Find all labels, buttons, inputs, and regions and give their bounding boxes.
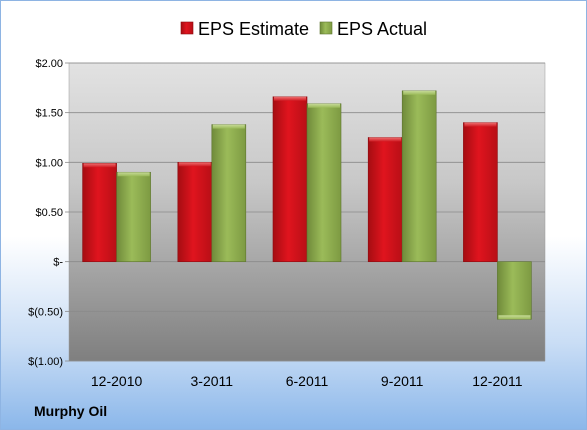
company-name: Murphy Oil: [34, 403, 108, 419]
bar-bevel: [178, 162, 211, 167]
legend-label: EPS Estimate: [198, 19, 309, 39]
y-tick-label: $0.50: [35, 207, 63, 219]
x-tick-label: 9-2011: [381, 373, 424, 389]
bar-bevel: [308, 103, 340, 108]
y-tick-label: $1.00: [35, 157, 63, 169]
bar-bevel: [464, 122, 497, 127]
bar-estimate: [272, 96, 308, 262]
bar-estimate: [367, 137, 403, 262]
y-tick-label: $1.50: [35, 108, 63, 120]
bar-bevel: [117, 172, 150, 177]
y-tick-label: $(0.50): [28, 306, 63, 318]
bar-bevel: [403, 90, 436, 95]
legend-swatch-estimate: [180, 21, 194, 35]
legend-label: EPS Actual: [337, 19, 427, 39]
x-tick-label: 12-2010: [91, 373, 143, 389]
bar-bevel: [369, 137, 402, 142]
bar-actual: [401, 90, 437, 262]
y-tick-label: $-: [53, 257, 63, 269]
bar-bevel: [212, 124, 245, 129]
bar-estimate: [177, 162, 213, 262]
y-tick-label: $2.00: [35, 58, 63, 70]
bar-actual: [497, 261, 532, 320]
legend-swatch-actual: [319, 21, 333, 35]
bar-actual: [211, 124, 247, 262]
x-tick-label: 12-2011: [472, 373, 523, 389]
bar-actual: [306, 103, 342, 262]
bar-bevel: [498, 315, 531, 320]
bar-estimate: [463, 122, 498, 262]
bar-estimate: [82, 163, 117, 262]
x-tick-label: 3-2011: [191, 373, 234, 389]
bar-bevel: [274, 96, 306, 101]
bar-bevel: [83, 163, 116, 168]
x-tick-label: 6-2011: [286, 373, 329, 389]
y-tick-label: $(1.00): [28, 356, 63, 368]
bar-actual: [116, 171, 151, 262]
